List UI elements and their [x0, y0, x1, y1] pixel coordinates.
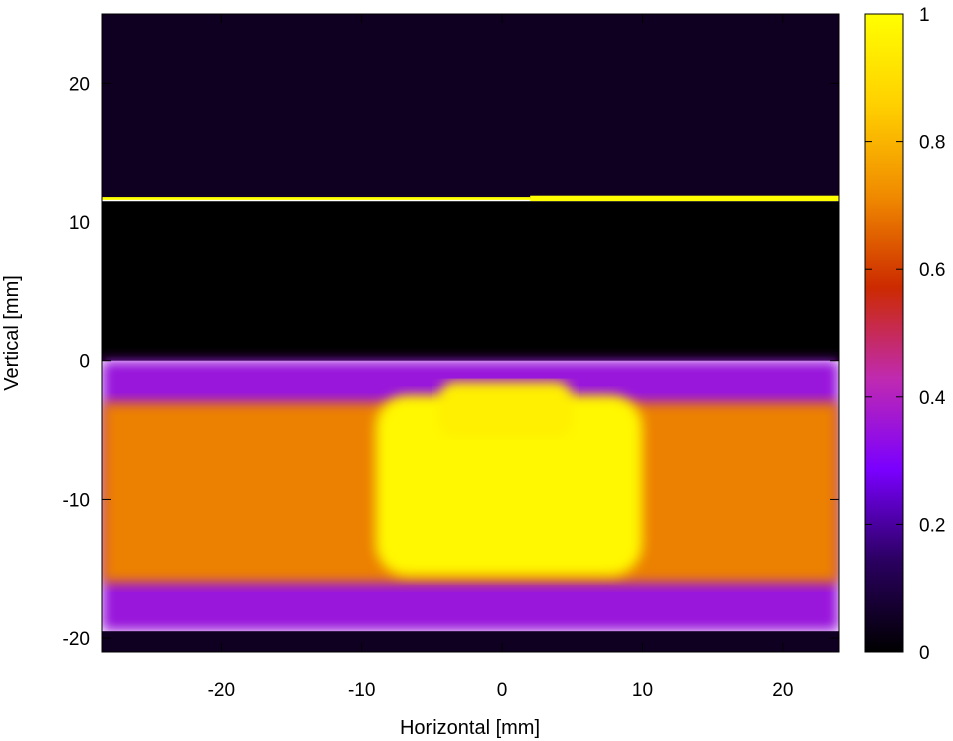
plot-frame: [101, 13, 840, 653]
y-tick-label: 20: [69, 74, 90, 95]
region-dark-gap: [102, 201, 839, 361]
x-tick-label: 10: [632, 680, 653, 701]
x-axis-label: Horizontal [mm]: [400, 717, 540, 739]
y-tick-label: 0: [79, 352, 90, 373]
x-tick-label: 0: [497, 680, 508, 701]
y-tick-label: 10: [69, 213, 90, 234]
colorbar-tick-label: 0.2: [919, 515, 945, 536]
colorbar-tick-label: 0: [919, 643, 930, 664]
x-tick-label: -20: [208, 680, 235, 701]
region-top-lobe: [438, 381, 573, 438]
colorbar-tick-label: 0.4: [919, 388, 946, 409]
y-axis-label: Vertical [mm]: [1, 275, 23, 391]
region-upper-background: [102, 14, 839, 199]
region-bright-line-left: [102, 197, 531, 200]
colorbar-tick-label: 0.6: [919, 260, 945, 281]
x-axis: -20 -10 0 10 20: [208, 14, 793, 701]
colorbar: 0 0.2 0.4 0.6 0.8 1: [864, 5, 946, 664]
x-tick-label: -10: [348, 680, 375, 701]
y-axis: -20 -10 0 10 20: [63, 74, 839, 650]
colorbar-tick-label: 0.8: [919, 133, 945, 154]
colorbar-gradient: [864, 13, 904, 653]
colorbar-tick-label: 1: [919, 5, 930, 26]
plot-area: [102, 14, 839, 652]
region-bright-line-right: [530, 195, 839, 202]
x-tick-label: 20: [772, 680, 793, 701]
plot-border: [101, 13, 840, 653]
y-tick-label: -20: [63, 629, 90, 650]
region-center-peak: [375, 395, 643, 576]
region-bottom-edge: [102, 631, 839, 652]
y-tick-label: -10: [63, 490, 90, 511]
